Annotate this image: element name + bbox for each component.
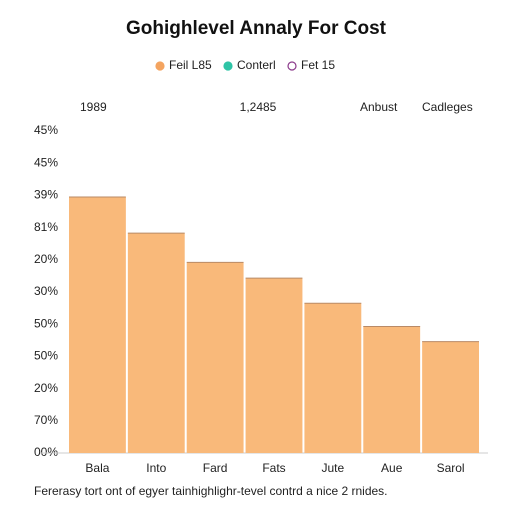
bar bbox=[363, 326, 421, 453]
y-tick-label: 81% bbox=[34, 220, 58, 234]
y-tick-label: 50% bbox=[34, 316, 58, 330]
y-tick-label: 30% bbox=[34, 284, 58, 298]
legend-label: Fet 15 bbox=[301, 58, 335, 72]
x-tick-label: Fard bbox=[203, 461, 228, 475]
bar bbox=[304, 303, 362, 453]
bar bbox=[69, 197, 126, 453]
chart-title: Gohighlevel Annaly For Cost bbox=[126, 18, 387, 39]
y-tick-label: 50% bbox=[34, 349, 58, 363]
bar bbox=[127, 233, 185, 453]
x-tick-label: Into bbox=[146, 461, 166, 475]
header-label: Cadleges bbox=[422, 100, 473, 114]
header-label: 1,2485 bbox=[240, 100, 277, 114]
bar bbox=[245, 278, 303, 453]
header-label: 1989 bbox=[80, 100, 107, 114]
legend-marker bbox=[223, 61, 233, 71]
y-tick-label: 00% bbox=[34, 445, 58, 459]
y-tick-label: 45% bbox=[34, 123, 58, 137]
x-tick-label: Aue bbox=[381, 461, 403, 475]
header-label: Anbust bbox=[360, 100, 398, 114]
x-tick-label: Bala bbox=[85, 461, 109, 475]
legend-marker bbox=[155, 61, 165, 71]
x-tick-label: Fats bbox=[262, 461, 285, 475]
footnote: Fererasy tort ont of egyer tainhighlighr… bbox=[34, 484, 388, 498]
y-tick-label: 20% bbox=[34, 381, 58, 395]
bar bbox=[422, 341, 479, 453]
x-tick-label: Sarol bbox=[437, 461, 465, 475]
y-tick-label: 45% bbox=[34, 155, 58, 169]
legend-label: Conterl bbox=[237, 58, 276, 72]
legend-label: Feil L85 bbox=[169, 58, 212, 72]
y-tick-label: 70% bbox=[34, 413, 58, 427]
x-tick-label: Jute bbox=[322, 461, 345, 475]
legend-marker bbox=[287, 61, 297, 71]
y-tick-label: 20% bbox=[34, 252, 58, 266]
bar bbox=[186, 262, 244, 453]
y-tick-label: 39% bbox=[34, 188, 58, 202]
